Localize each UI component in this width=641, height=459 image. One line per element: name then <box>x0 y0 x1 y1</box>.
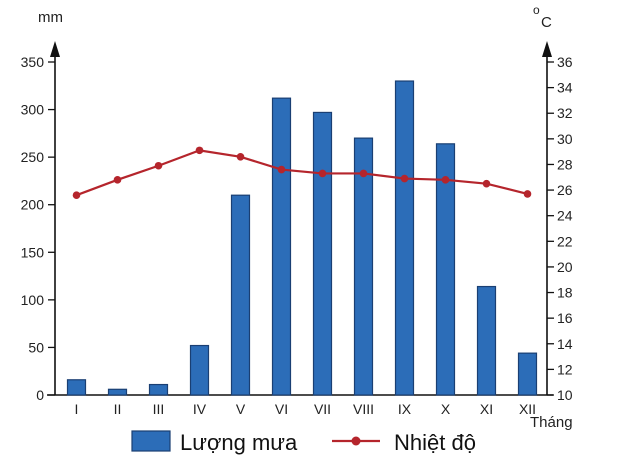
temperature-point <box>154 161 163 170</box>
right-tick-label: 34 <box>557 80 573 96</box>
rainfall-bar <box>189 344 210 396</box>
right-tick-label: 36 <box>557 54 573 70</box>
x-tick-label: III <box>153 401 165 417</box>
x-tick-label: I <box>75 401 79 417</box>
left-axis-arrow <box>50 41 60 57</box>
left-tick-label: 200 <box>21 197 45 213</box>
x-tick-label: XII <box>519 401 536 417</box>
left-tick-label: 0 <box>36 387 44 403</box>
x-tick-label: V <box>236 401 246 417</box>
rainfall-bar <box>435 143 456 396</box>
x-tick-label: XI <box>480 401 493 417</box>
rainfall-bar <box>353 137 374 396</box>
axes <box>47 41 554 396</box>
x-axis-unit: Tháng <box>530 414 573 431</box>
temperature-point <box>523 190 532 198</box>
rainfall-bar <box>517 352 538 396</box>
right-tick-label: 16 <box>557 310 573 326</box>
left-tick-label: 300 <box>21 102 45 118</box>
legend-rainfall-swatch <box>131 430 171 452</box>
x-tick-label: VI <box>275 401 288 417</box>
left-tick-label: 100 <box>21 292 45 308</box>
tick-labels: 0 50 100 150 200 250 300 350 10 12 14 16 18 20 22 24 26 2… <box>21 54 573 417</box>
temperature-point <box>277 165 286 174</box>
left-tick-label: 250 <box>21 149 45 165</box>
left-axis-unit: mm <box>38 9 63 26</box>
right-tick-label: 32 <box>557 105 573 121</box>
right-tick-label: 26 <box>557 182 573 198</box>
x-tick-label: IX <box>398 401 412 417</box>
rainfall-bar <box>66 379 87 396</box>
x-tick-label: VII <box>314 401 331 417</box>
right-tick-label: 10 <box>557 387 573 403</box>
legend-temperature-marker <box>351 436 361 446</box>
temperature-point <box>195 146 204 155</box>
left-tick-label: 350 <box>21 54 45 70</box>
rainfall-bar <box>148 383 169 396</box>
right-tick-label: 18 <box>557 285 573 301</box>
x-tick-label: IV <box>193 401 207 417</box>
temperature-point <box>359 169 368 178</box>
right-tick-label: 14 <box>557 336 573 352</box>
temperature-point <box>441 176 450 184</box>
left-tick-label: 150 <box>21 244 45 260</box>
temperature-point <box>113 176 122 184</box>
rainfall-bars <box>66 80 538 396</box>
x-tick-label: X <box>441 401 451 417</box>
rainfall-bar <box>271 97 292 396</box>
legend-rainfall-label: Lượng mưa <box>180 430 298 455</box>
right-axis-unit: C <box>541 14 552 31</box>
right-tick-label: 22 <box>557 233 573 249</box>
right-tick-label: 30 <box>557 131 573 147</box>
right-tick-label: 24 <box>557 208 573 224</box>
right-tick-label: 20 <box>557 259 573 275</box>
rainfall-bar <box>476 285 497 396</box>
x-tick-label: II <box>114 401 122 417</box>
rainfall-bar <box>312 111 333 396</box>
temperature-line <box>72 146 532 199</box>
legend: Lượng mưa Nhiệt độ <box>131 430 476 455</box>
temperature-point <box>318 169 327 178</box>
legend-temperature-label: Nhiệt độ <box>394 430 476 455</box>
rainfall-bar <box>107 388 128 396</box>
right-tick-label: 12 <box>557 361 573 377</box>
right-axis-unit-degree: o <box>533 3 540 17</box>
right-tick-label: 28 <box>557 156 573 172</box>
left-tick-label: 50 <box>28 339 44 355</box>
temperature-point <box>236 152 245 161</box>
rainfall-bar <box>230 194 251 396</box>
temperature-point <box>72 191 81 199</box>
temperature-polyline <box>76 149 528 197</box>
rainfall-bar <box>394 80 415 396</box>
right-axis-arrow <box>542 41 552 57</box>
x-tick-label: VIII <box>353 401 374 417</box>
temperature-point <box>400 174 409 183</box>
temperature-point <box>482 179 491 188</box>
